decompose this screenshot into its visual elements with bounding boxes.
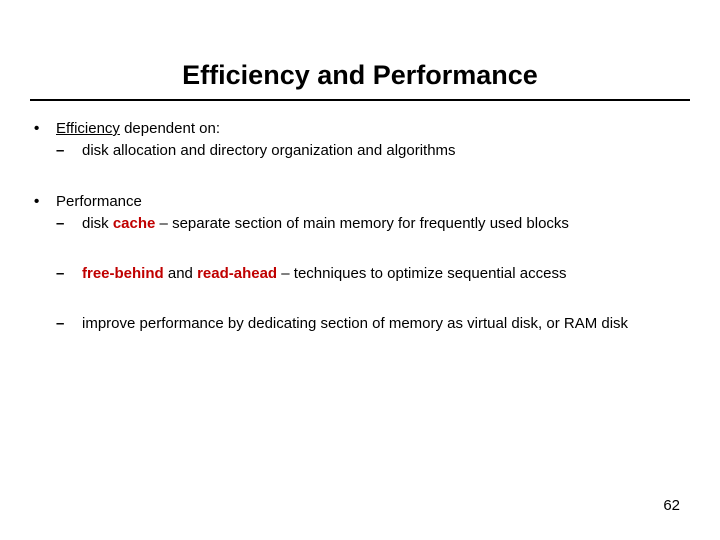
dash-icon: – [56, 214, 82, 234]
bullet-dot-icon: • [30, 192, 56, 212]
sp1-red: cache [113, 215, 156, 232]
page-number: 62 [663, 497, 680, 514]
sub-performance-3-text: improve performance by dedicating sectio… [82, 314, 690, 334]
slide-title: Efficiency and Performance [30, 60, 690, 91]
sub-efficiency-1: – disk allocation and directory organiza… [56, 141, 690, 161]
bullet-efficiency-text: Efficiency dependent on: [56, 119, 690, 139]
bullet-efficiency: • Efficiency dependent on: [30, 119, 690, 139]
sp1-pre: disk [82, 215, 113, 232]
sp1-post: – separate section of main memory for fr… [155, 215, 569, 232]
sub-performance-2-text: free-behind and read-ahead – techniques … [82, 264, 690, 284]
dash-icon: – [56, 264, 82, 284]
efficiency-underlined: Efficiency [56, 120, 120, 137]
dash-icon: – [56, 314, 82, 334]
spacer [30, 286, 690, 314]
sp2-mid: and [164, 265, 197, 282]
bullet-performance: • Performance [30, 192, 690, 212]
bullet-performance-text: Performance [56, 192, 690, 212]
sub-performance-1: – disk cache – separate section of main … [56, 214, 690, 234]
dash-icon: – [56, 141, 82, 161]
spacer [30, 236, 690, 264]
efficiency-rest: dependent on: [120, 120, 220, 137]
slide-body: • Efficiency dependent on: – disk alloca… [30, 119, 690, 335]
sp2-post: – techniques to optimize sequential acce… [277, 265, 566, 282]
sub-performance-2: – free-behind and read-ahead – technique… [56, 264, 690, 284]
title-rule [30, 99, 690, 101]
sub-efficiency-1-text: disk allocation and directory organizati… [82, 141, 690, 161]
sub-performance-1-text: disk cache – separate section of main me… [82, 214, 690, 234]
sp2-red1: free-behind [82, 265, 164, 282]
spacer [30, 164, 690, 192]
sp2-red2: read-ahead [197, 265, 277, 282]
bullet-dot-icon: • [30, 119, 56, 139]
slide: Efficiency and Performance • Efficiency … [0, 0, 720, 540]
sub-performance-3: – improve performance by dedicating sect… [56, 314, 690, 334]
